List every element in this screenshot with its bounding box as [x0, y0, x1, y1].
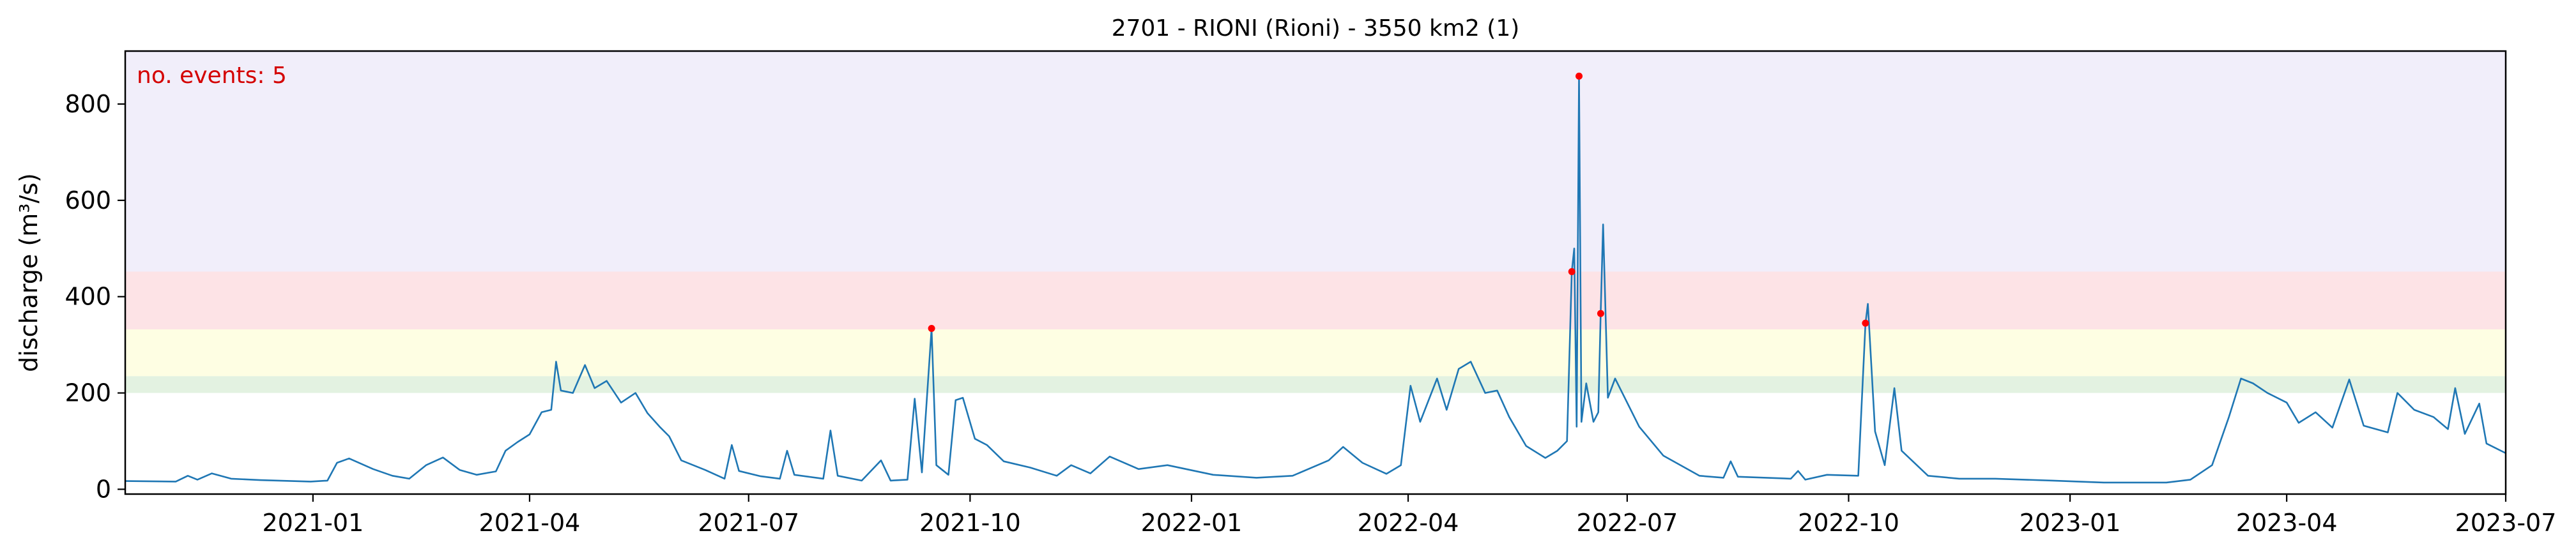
- threshold-bands: [125, 51, 2506, 393]
- x-tick-label-4: 2022-01: [1141, 509, 1243, 537]
- event-marker-3: [1597, 310, 1604, 317]
- y-tick-label-0: 0: [96, 475, 111, 503]
- x-tick-label-10: 2023-07: [2455, 509, 2557, 537]
- events-count-annotation: no. events: 5: [137, 63, 287, 89]
- chart-title: 2701 - RIONI (Rioni) - 3550 km2 (1): [1112, 15, 1520, 41]
- y-tick-label-4: 800: [65, 90, 111, 118]
- event-marker-1: [1568, 267, 1575, 275]
- event-marker-2: [1575, 72, 1583, 80]
- threshold-band-2: [125, 271, 2506, 330]
- threshold-band-3: [125, 51, 2506, 272]
- threshold-band-1: [125, 329, 2506, 377]
- x-axis-ticks: 2021-01 2021-04 2021-07 2021-10 2022-01 2022-…: [262, 494, 2556, 537]
- threshold-band-0: [125, 376, 2506, 393]
- x-tick-label-3: 2021-10: [919, 509, 1021, 537]
- x-tick-label-1: 2021-04: [479, 509, 581, 537]
- x-tick-label-7: 2022-10: [1798, 509, 1899, 537]
- y-axis-ticks: 0 200 400 600 800: [65, 90, 125, 503]
- y-tick-label-2: 400: [65, 283, 111, 311]
- x-tick-label-5: 2022-04: [1358, 509, 1459, 537]
- y-tick-label-1: 200: [65, 379, 111, 407]
- x-tick-label-0: 2021-01: [262, 509, 364, 537]
- event-marker-0: [928, 325, 935, 333]
- event-markers: [928, 72, 1869, 333]
- series-line-0: [125, 75, 2506, 484]
- x-tick-label-2: 2021-07: [698, 509, 799, 537]
- event-marker-4: [1862, 319, 1869, 327]
- x-tick-label-8: 2023-01: [2020, 509, 2121, 537]
- discharge-series: [125, 75, 2506, 484]
- x-tick-label-9: 2023-04: [2236, 509, 2338, 537]
- y-axis-label: discharge (m³/s): [15, 173, 43, 372]
- y-tick-label-3: 600: [65, 186, 111, 214]
- plot-frame: [124, 50, 2507, 495]
- x-tick-label-6: 2022-07: [1576, 509, 1678, 537]
